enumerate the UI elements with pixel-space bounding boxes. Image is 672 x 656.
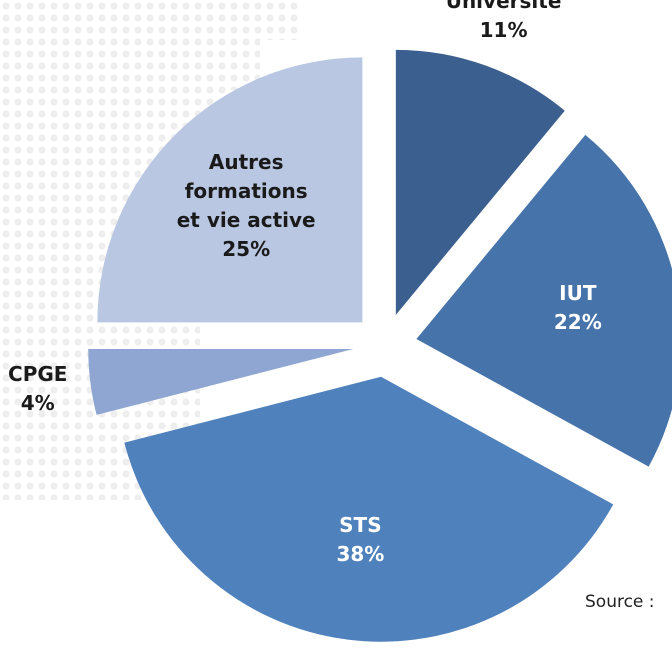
slice-name: STS bbox=[339, 512, 382, 537]
pie-slice bbox=[97, 57, 363, 323]
slice-value: 11% bbox=[479, 17, 528, 42]
pie-slice bbox=[416, 134, 672, 467]
pie-slice bbox=[124, 376, 614, 642]
slice-name: IUT bbox=[559, 281, 597, 306]
slice-value: 4% bbox=[20, 390, 55, 415]
pie-slice bbox=[88, 349, 354, 415]
slice-label: Université 11% bbox=[446, 0, 562, 45]
slice-value: 22% bbox=[553, 310, 602, 335]
slice-name: CPGE bbox=[8, 361, 68, 386]
slice-name: Autres formations et vie active bbox=[176, 150, 316, 233]
slice-label: Autres formations et vie active 25% bbox=[171, 148, 321, 264]
slice-label: STS 38% bbox=[336, 511, 384, 569]
slice-label: CPGE 4% bbox=[8, 360, 67, 418]
slice-name: Université bbox=[445, 0, 562, 13]
pie-slice bbox=[395, 49, 565, 315]
slice-value: 25% bbox=[222, 237, 271, 262]
slice-value: 38% bbox=[336, 541, 385, 566]
source-note: Source : bbox=[585, 592, 655, 612]
slice-label: IUT 22% bbox=[554, 279, 602, 337]
